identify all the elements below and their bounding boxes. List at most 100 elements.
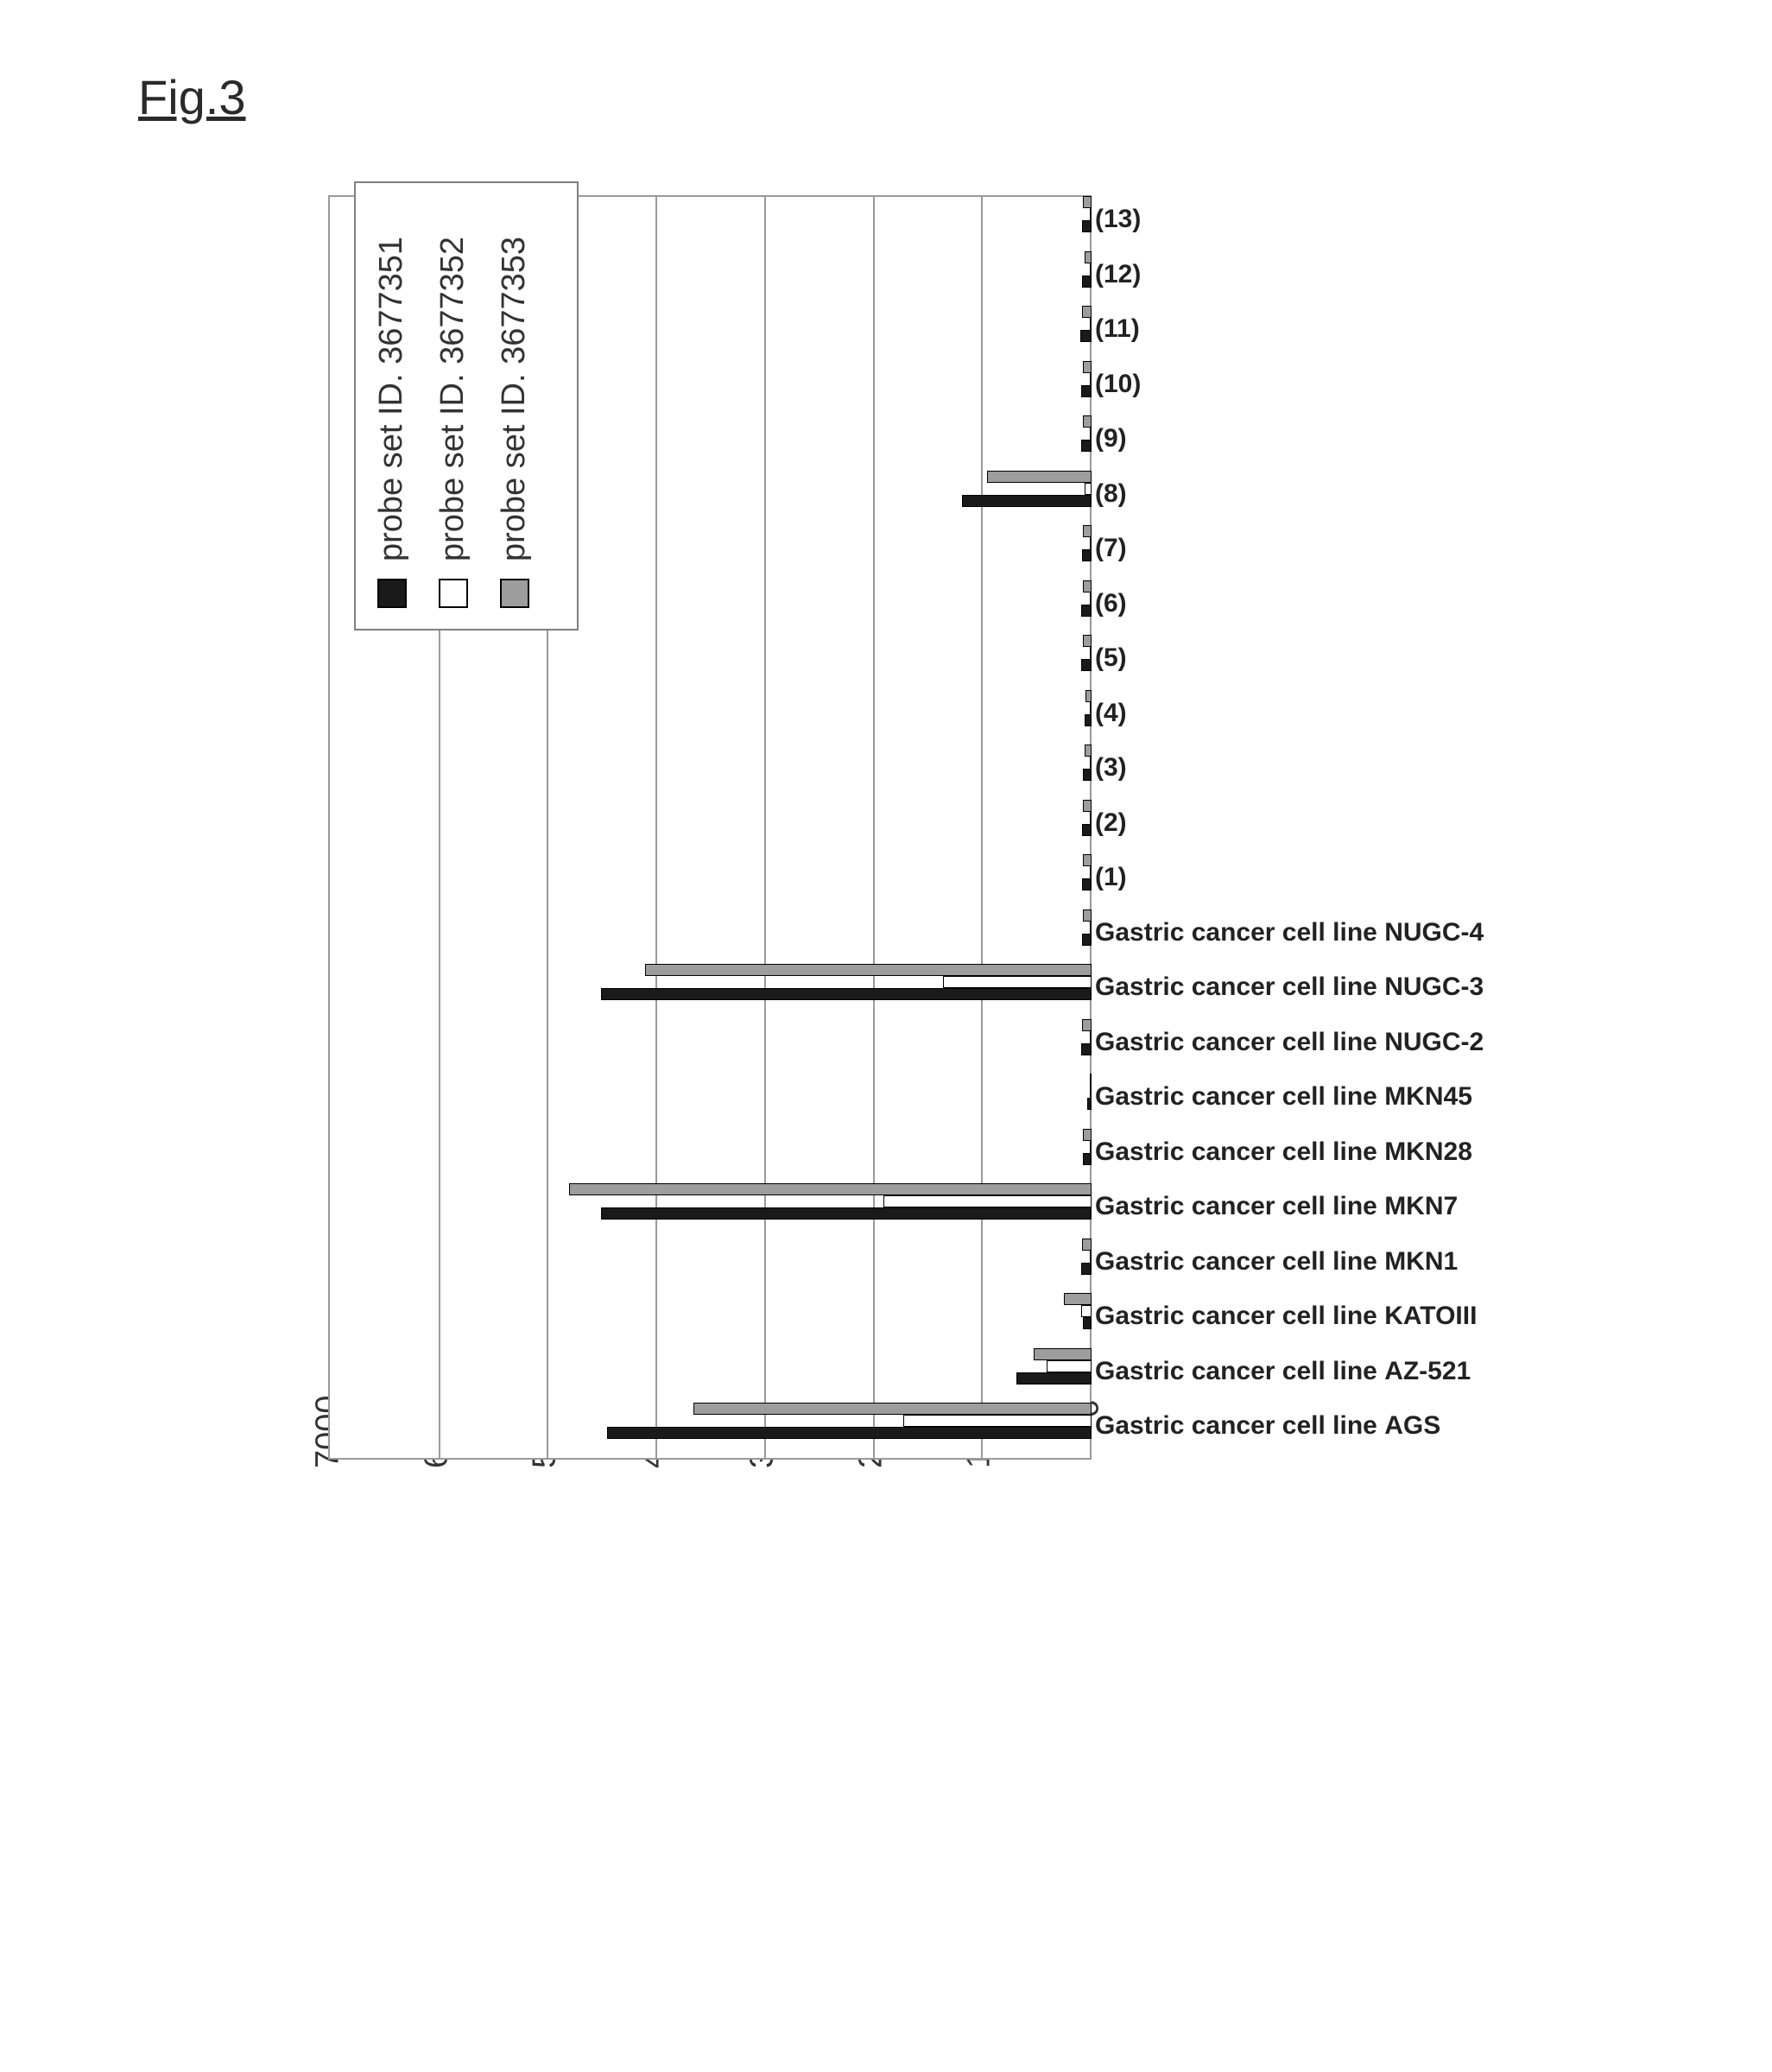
- category-label: (1): [1095, 863, 1127, 892]
- category-label: Gastric cancer cell line KATOIII: [1095, 1302, 1477, 1331]
- figure-label: Fig.3: [138, 69, 246, 125]
- legend-label-2: probe set ID. 3677353: [496, 237, 533, 561]
- legend: probe set ID. 3677351 probe set ID. 3677…: [354, 181, 579, 630]
- bar: [607, 1427, 1092, 1439]
- bar: [1064, 1293, 1092, 1305]
- bar: [1090, 647, 1092, 659]
- bar: [1083, 769, 1092, 781]
- bar: [1082, 878, 1092, 890]
- bar: [1083, 361, 1092, 373]
- gridline: [655, 197, 657, 1458]
- bar: [1016, 1372, 1092, 1385]
- bar: [1090, 1074, 1092, 1086]
- bar: [1082, 306, 1092, 318]
- bar: [1090, 866, 1092, 878]
- bar: [1081, 385, 1092, 397]
- bar: [1090, 373, 1092, 385]
- bar: [1081, 605, 1092, 617]
- legend-item-1: probe set ID. 3677352: [434, 204, 471, 608]
- bar: [601, 988, 1092, 1000]
- bar: [1085, 714, 1092, 726]
- bar: [1085, 251, 1092, 263]
- bar: [883, 1195, 1092, 1207]
- bar: [1034, 1348, 1092, 1360]
- bar: [1090, 702, 1092, 714]
- bar: [1081, 659, 1092, 671]
- bar: [1087, 1098, 1092, 1110]
- bar: [1082, 220, 1092, 232]
- bar: [1085, 690, 1092, 702]
- bar: [693, 1403, 1092, 1415]
- bar: [569, 1183, 1092, 1195]
- bar: [1081, 440, 1092, 452]
- bar: [1081, 1043, 1092, 1055]
- bar: [1090, 537, 1092, 549]
- page: Fig.3 01000200030004000500060007000 prob…: [0, 0, 1772, 2072]
- bar: [962, 495, 1092, 507]
- bar: [1083, 1153, 1092, 1165]
- bar: [1082, 934, 1092, 946]
- bar: [1090, 922, 1092, 934]
- category-label: (12): [1095, 260, 1141, 289]
- bar: [1082, 1239, 1092, 1251]
- category-label: Gastric cancer cell line AGS: [1095, 1411, 1440, 1441]
- bar: [1082, 276, 1092, 288]
- bar: [1083, 1317, 1092, 1329]
- category-label: (3): [1095, 753, 1127, 783]
- category-label: Gastric cancer cell line AZ-521: [1095, 1357, 1471, 1386]
- bar: [1082, 1019, 1092, 1031]
- category-label: (11): [1095, 314, 1140, 344]
- bar: [1090, 757, 1092, 769]
- category-label: (8): [1095, 479, 1127, 509]
- bar: [1047, 1360, 1092, 1372]
- bar: [1090, 428, 1092, 440]
- category-label: (10): [1095, 370, 1141, 399]
- bar: [1083, 415, 1092, 428]
- legend-swatch-0: [377, 579, 407, 608]
- bar: [1085, 483, 1092, 495]
- legend-label-0: probe set ID. 3677351: [373, 237, 410, 561]
- bar: [1083, 909, 1092, 922]
- category-label: (6): [1095, 589, 1127, 618]
- bar: [1082, 549, 1092, 561]
- bar: [1090, 263, 1092, 276]
- bar: [1083, 635, 1092, 647]
- bar: [1083, 800, 1092, 812]
- bar: [601, 1207, 1092, 1220]
- chart-rotated-container: 01000200030004000500060007000 probe set …: [276, 130, 1485, 1943]
- category-label: Gastric cancer cell line NUGC-3: [1095, 973, 1484, 1002]
- bar: [1090, 812, 1092, 824]
- category-label: (13): [1095, 205, 1141, 234]
- gridline: [981, 197, 983, 1458]
- bar: [645, 964, 1092, 976]
- bar: [1083, 196, 1092, 208]
- category-label: (9): [1095, 424, 1127, 453]
- gridline: [873, 197, 875, 1458]
- bar: [987, 471, 1092, 483]
- bar: [1083, 525, 1092, 537]
- bar: [1083, 1129, 1092, 1141]
- bar: [1090, 1141, 1092, 1153]
- legend-label-1: probe set ID. 3677352: [434, 237, 471, 561]
- bar: [1081, 1305, 1092, 1317]
- category-label: (2): [1095, 808, 1127, 838]
- category-label: Gastric cancer cell line MKN1: [1095, 1247, 1458, 1277]
- gridline: [764, 197, 766, 1458]
- bar: [1090, 1086, 1092, 1098]
- bar: [943, 976, 1092, 988]
- bar: [1090, 208, 1092, 220]
- category-label: Gastric cancer cell line NUGC-2: [1095, 1028, 1484, 1057]
- legend-swatch-1: [439, 579, 468, 608]
- bar: [1090, 318, 1092, 330]
- category-label: (4): [1095, 699, 1127, 728]
- bar: [1090, 1031, 1092, 1043]
- bar: [1090, 1251, 1092, 1263]
- bar: [1090, 592, 1092, 605]
- bar: [1083, 854, 1092, 866]
- category-label: Gastric cancer cell line MKN45: [1095, 1082, 1472, 1112]
- bar: [1083, 580, 1092, 592]
- bar: [1081, 1263, 1092, 1275]
- legend-item-0: probe set ID. 3677351: [373, 204, 410, 608]
- bar: [903, 1415, 1092, 1427]
- legend-item-2: probe set ID. 3677353: [496, 204, 533, 608]
